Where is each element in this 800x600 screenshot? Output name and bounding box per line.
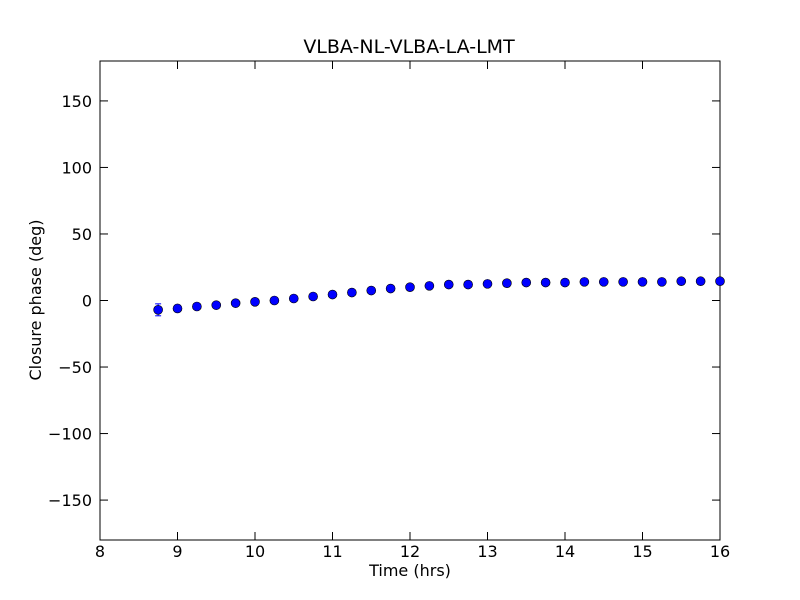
data-point (579, 277, 590, 287)
data-point (269, 295, 280, 306)
data-point (695, 276, 706, 287)
data-point (637, 277, 648, 287)
y-tick-label: 50 (72, 225, 92, 244)
data-point (308, 291, 318, 302)
data-point (250, 297, 260, 307)
data-point (153, 305, 163, 315)
y-tick-label: −150 (48, 491, 92, 510)
data-point (172, 303, 183, 314)
y-tick-label: 150 (61, 92, 92, 111)
data-point (192, 301, 202, 312)
x-tick-label: 11 (322, 542, 342, 561)
data-point (657, 277, 667, 287)
data-point (598, 277, 609, 287)
x-tick-label: 12 (400, 542, 420, 561)
data-point (463, 279, 473, 290)
data-point (540, 277, 551, 288)
x-tick-label: 8 (95, 542, 105, 561)
data-point (424, 281, 435, 291)
data-point (560, 277, 570, 288)
chart-title: VLBA-NL-VLBA-LA-LMT (303, 36, 515, 58)
data-point (230, 298, 241, 308)
data-point (502, 278, 512, 289)
data-point (211, 300, 222, 310)
y-tick-label: 0 (82, 292, 92, 311)
data-point (405, 282, 415, 292)
data-point (618, 277, 628, 287)
data-point (443, 279, 454, 290)
data-point (366, 285, 377, 296)
x-tick-label: 10 (245, 542, 265, 561)
data-point (288, 293, 299, 304)
data-point (482, 279, 493, 289)
x-tick-label: 15 (632, 542, 652, 561)
x-tick-label: 9 (172, 542, 182, 561)
data-point (385, 283, 396, 294)
x-axis-label: Time (hrs) (368, 561, 451, 580)
x-tick-label: 16 (710, 542, 730, 561)
data-point (715, 276, 725, 287)
y-tick-label: 100 (61, 158, 92, 177)
x-tick-label: 14 (555, 542, 575, 561)
axes-frame (99, 60, 721, 541)
data-point (327, 289, 338, 300)
y-tick-label: −50 (58, 358, 92, 377)
data-point (676, 276, 687, 287)
data-point (521, 277, 532, 288)
y-tick-label: −100 (48, 425, 92, 444)
y-axis-label: Closure phase (deg) (26, 219, 45, 380)
data-point (347, 287, 357, 298)
x-tick-label: 13 (477, 542, 497, 561)
plot-area: 8 9 10 11 12 13 14 15 16 −150 −100 −50 0 50 100 150 (48, 60, 730, 561)
